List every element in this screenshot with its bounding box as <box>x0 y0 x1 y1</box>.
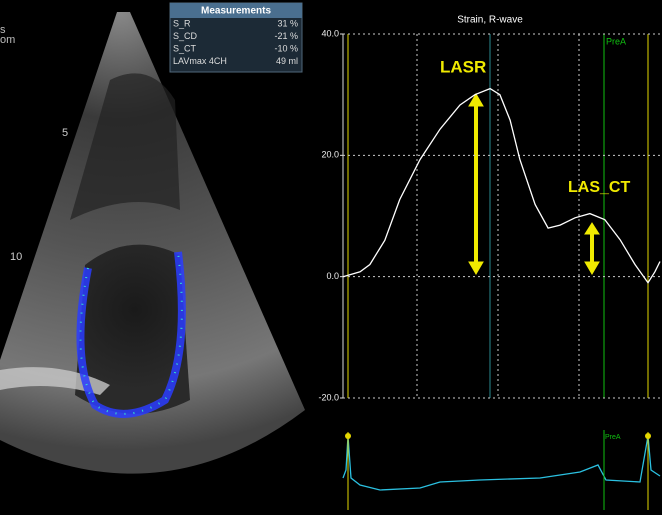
bright-wall <box>0 367 110 395</box>
arrow-head <box>584 222 600 235</box>
prea-label: PreA <box>605 434 621 441</box>
ventricle-cavity <box>75 244 190 414</box>
arrow-head <box>584 261 600 275</box>
marker-dot <box>645 433 651 439</box>
measure-label: S_R <box>173 18 191 28</box>
ecg-trace <box>342 435 661 491</box>
measure-value: -10 % <box>274 43 298 53</box>
image-label: om <box>0 34 15 46</box>
y-tick-label: -20.0 <box>318 392 339 402</box>
image-label: s <box>0 24 6 36</box>
y-tick-label: 0.0 <box>326 271 339 281</box>
arrow-head <box>468 261 484 275</box>
measure-value: -21 % <box>274 31 298 41</box>
measure-label: S_CT <box>173 43 197 53</box>
chart-title: Strain, R-wave <box>457 15 523 26</box>
prea-label: PreA <box>606 36 626 46</box>
measure-value: 31 % <box>277 18 298 28</box>
lasct-arrow <box>584 222 600 275</box>
measure-label: LAVmax 4CH <box>173 56 227 66</box>
measurements-panel: Measurements <box>169 2 303 73</box>
annotation: LAS_CT <box>568 179 630 196</box>
arrow-head <box>468 93 484 107</box>
lasr-arrow <box>468 93 484 275</box>
y-tick-label: 40.0 <box>321 28 339 38</box>
panel-title: Measurements <box>201 6 271 17</box>
vertical-grid <box>416 34 580 398</box>
annotation: LASR <box>440 57 486 76</box>
depth-label: 10 <box>10 251 22 263</box>
ultrasound-fan <box>0 12 305 474</box>
tracking-points <box>79 251 183 415</box>
measure-value: 49 ml <box>276 56 298 66</box>
strain-line <box>342 87 661 284</box>
panel-header <box>170 3 302 18</box>
y-tick-label: 20.0 <box>321 150 339 160</box>
depth-label: 5 <box>62 127 68 139</box>
measure-label: S_CD <box>173 31 198 41</box>
atrium-region <box>70 73 180 220</box>
marker-dot <box>345 433 351 439</box>
